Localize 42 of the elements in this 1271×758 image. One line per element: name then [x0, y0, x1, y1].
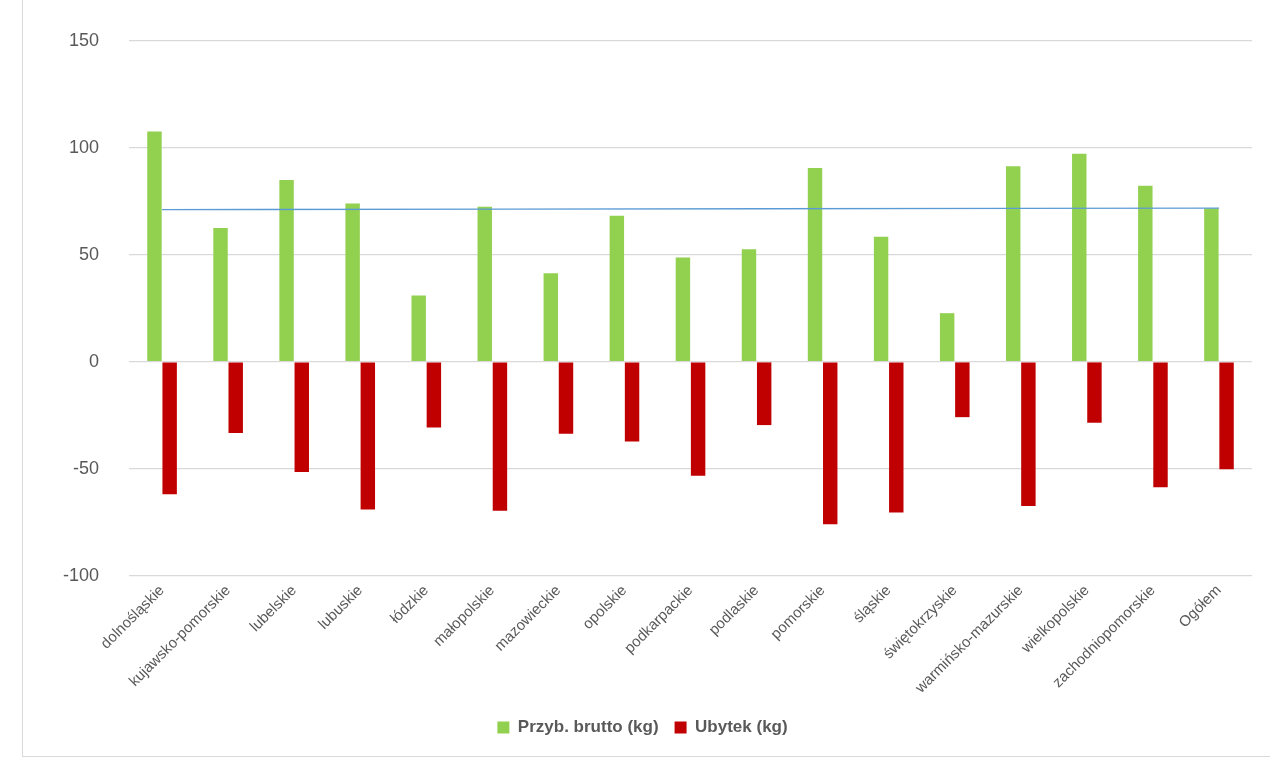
y-tick-label: 50	[79, 243, 100, 264]
bar	[411, 295, 426, 362]
bar	[823, 362, 838, 525]
bar	[147, 131, 162, 362]
y-tick-label: 150	[68, 29, 100, 50]
bar	[477, 206, 492, 362]
bar	[756, 362, 772, 426]
bar	[1138, 185, 1153, 362]
bar	[162, 362, 177, 495]
bar	[1005, 166, 1021, 362]
bar	[1072, 153, 1087, 362]
bar	[558, 362, 574, 434]
legend-label: Przyb. brutto (kg)	[517, 717, 659, 737]
bar	[807, 167, 823, 362]
bar	[1021, 362, 1036, 506]
bar	[741, 249, 757, 362]
bar	[889, 362, 904, 513]
bar	[955, 362, 970, 418]
bar	[1153, 362, 1168, 488]
bar	[1087, 362, 1102, 423]
bar	[624, 362, 640, 442]
bar	[609, 215, 625, 362]
bar	[213, 228, 228, 362]
y-tick-label: 0	[89, 350, 100, 371]
bar	[345, 203, 360, 362]
bar	[675, 257, 691, 362]
y-tick-label: -50	[73, 457, 100, 478]
bar	[228, 362, 243, 434]
bar	[426, 362, 442, 428]
bar	[1204, 208, 1219, 362]
legend-label: Ubytek (kg)	[695, 717, 788, 737]
bar	[939, 313, 955, 362]
bar	[294, 362, 309, 472]
bar	[360, 362, 376, 510]
bar	[873, 236, 889, 362]
bar	[543, 273, 559, 362]
y-tick-label: -100	[63, 564, 100, 585]
y-tick-label: 100	[68, 136, 100, 157]
bar	[690, 362, 706, 476]
bar	[279, 179, 294, 362]
bar	[492, 362, 508, 511]
bar	[1219, 362, 1234, 470]
